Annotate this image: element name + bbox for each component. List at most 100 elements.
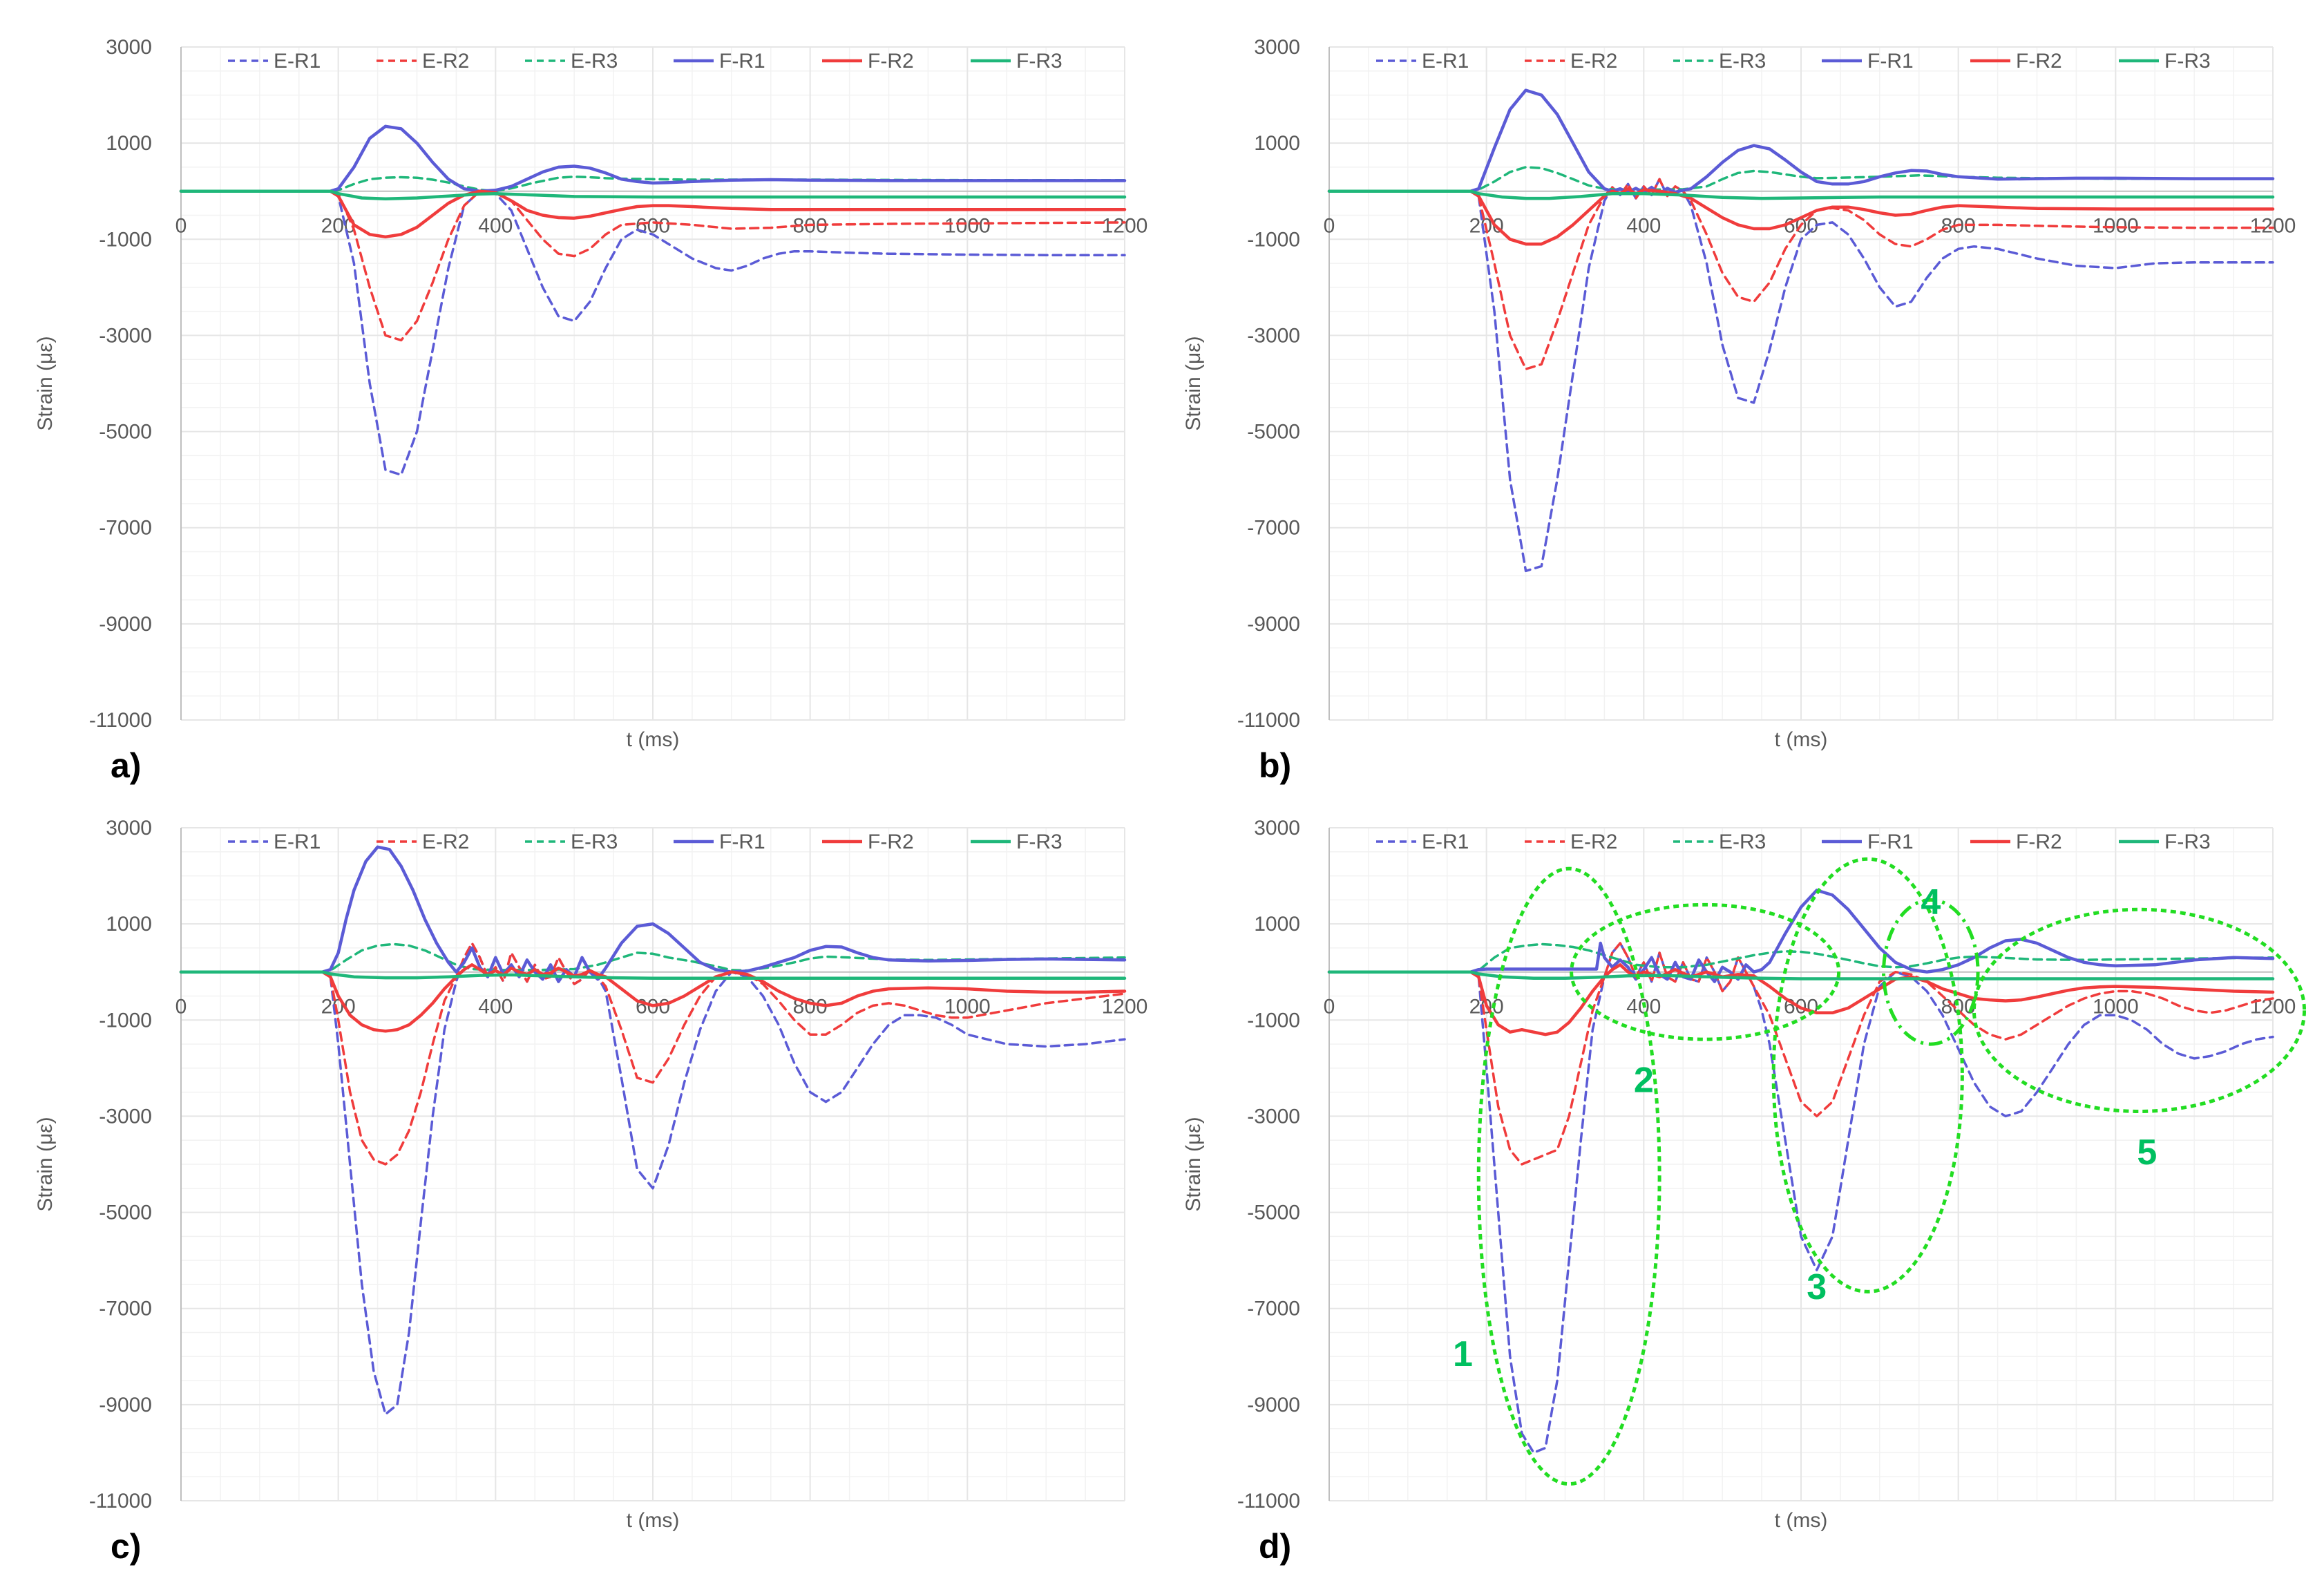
legend: E-R1 E-R2 E-R3 F-R1 F-R2 F-R3 [1376,831,2211,853]
y-tick-label: -7000 [99,517,152,540]
major-grid [180,46,1125,721]
y-tick-label: -11000 [1237,709,1300,732]
legend-label: F-R3 [1016,50,1063,73]
x-tick-label: 0 [1324,215,1335,238]
x-tick-label: 400 [1626,215,1661,238]
legend-label: F-R1 [1867,50,1914,73]
series-line-f-r1 [179,124,1127,193]
y-tick-label: -3000 [99,324,152,347]
legend-label: F-R2 [2016,50,2062,73]
legend-item-e-r1: E-R1 [1376,50,1469,73]
y-tick-label: -7000 [99,1298,152,1320]
legend-label: E-R1 [274,831,321,853]
legend-item-f-r3: F-R3 [2119,831,2211,853]
y-axis-title: Strain (με) [1182,1117,1205,1211]
annotation-label-4: 4 [1921,882,1941,922]
series-group [179,845,1127,1416]
series-line-f-r2 [1327,963,2275,1036]
series-line-f-r1 [1327,889,2275,983]
y-tick-label: -11000 [89,709,152,732]
panel-a: 3000 1000 -1000 -3000 -5000 -7000 -9000 -11000 0… [34,36,1147,785]
panel-c: 3000 1000 -1000 -3000 -5000 -7000 -9000 -11000 0… [34,817,1147,1566]
series-line-f-r3 [179,189,1127,201]
x-tick-label: 0 [175,996,187,1018]
panel-label: b) [1259,746,1291,785]
legend-label: F-R3 [2164,50,2211,73]
legend-label: F-R3 [1016,831,1063,853]
legend-label: F-R1 [719,50,765,73]
y-tick-label: 1000 [1254,913,1300,936]
y-tick-label: 3000 [106,36,152,59]
legend-item-f-r2: F-R2 [822,831,914,853]
legend-item-f-r2: F-R2 [1970,831,2062,853]
legend-label: F-R1 [719,831,765,853]
x-tick-label: 1200 [2250,215,2296,238]
legend-label: E-R2 [1570,50,1617,73]
series-line-e-r1 [180,189,1126,476]
annotation-label-5: 5 [2137,1132,2157,1173]
legend-item-e-r1: E-R1 [228,831,321,853]
x-tick-label: 1200 [1102,215,1148,238]
legend-label: F-R3 [2164,831,2211,853]
x-tick-label: 0 [1324,996,1335,1018]
y-tick-label: -5000 [99,1202,152,1224]
y-tick-label: -5000 [99,421,152,444]
legend-item-f-r3: F-R3 [971,831,1063,853]
series-line-e-r1 [1328,178,2274,573]
legend-label: E-R1 [1422,831,1469,853]
y-tick-label: 3000 [1254,36,1300,59]
legend-item-e-r2: E-R2 [377,831,469,853]
series-line-f-r3 [1327,189,2275,200]
y-tick-label: -3000 [1247,324,1300,347]
legend-label: E-R3 [571,50,618,73]
y-tick-label: -3000 [99,1105,152,1128]
legend-label: E-R2 [422,50,469,73]
legend-item-e-r1: E-R1 [228,50,321,73]
annotation-ellipse-4 [1882,898,1980,1046]
y-tick-label: -7000 [1247,1298,1300,1320]
legend-item-e-r2: E-R2 [1525,50,1617,73]
series-group [1327,88,2275,573]
legend-label: F-R2 [868,50,914,73]
legend-item-e-r1: E-R1 [1376,831,1469,853]
series-line-f-r3 [1327,970,2275,980]
y-tick-label: -11000 [89,1490,152,1513]
annotation-ellipse-1 [1476,866,1661,1486]
series-line-f-r2 [179,189,1127,239]
series-line-e-r2 [1328,942,2274,1166]
x-tick-label: 1200 [1102,996,1148,1018]
legend-item-e-r3: E-R3 [525,50,618,73]
y-tick-label: -7000 [1247,517,1300,540]
legend-item-f-r1: F-R1 [1822,50,1914,73]
panel-label: a) [111,746,141,785]
x-tick-label: 1000 [2093,215,2139,238]
legend-item-f-r3: F-R3 [2119,50,2211,73]
legend-item-e-r3: E-R3 [1673,831,1766,853]
annotation-ellipse-3 [1771,857,1964,1293]
legend-item-f-r2: F-R2 [822,50,914,73]
y-tick-label: 1000 [106,132,152,155]
legend-item-f-r1: F-R1 [674,831,765,853]
panel-b: 3000 1000 -1000 -3000 -5000 -7000 -9000 -11000 0… [1182,36,2296,785]
x-tick-label: 400 [478,215,513,238]
y-tick-label: -9000 [99,613,152,636]
legend-label: F-R2 [868,831,914,853]
y-tick-label: 3000 [1254,817,1300,840]
series-line-f-r3 [179,970,1127,980]
y-tick-label: -1000 [99,228,152,251]
series-line-e-r2 [1328,178,2274,370]
series-line-e-r2 [180,189,1126,342]
annotation-ellipse-2 [1570,902,1841,1041]
legend-item-e-r3: E-R3 [1673,50,1766,73]
annotation-group: 1 2 3 4 5 [1453,857,2307,1486]
legend: E-R1 E-R2 E-R3 F-R1 F-R2 F-R3 [1376,50,2211,73]
y-tick-label: -9000 [1247,1394,1300,1416]
y-tick-label: -1000 [1247,1009,1300,1032]
legend: E-R1 E-R2 E-R3 F-R1 F-R2 F-R3 [228,50,1063,73]
legend-item-e-r3: E-R3 [525,831,618,853]
series-group [179,124,1127,476]
annotation-label-2: 2 [1634,1061,1654,1101]
series-line-f-r1 [1327,88,2275,196]
y-tick-label: 1000 [1254,132,1300,155]
y-tick-label: -3000 [1247,1105,1300,1128]
